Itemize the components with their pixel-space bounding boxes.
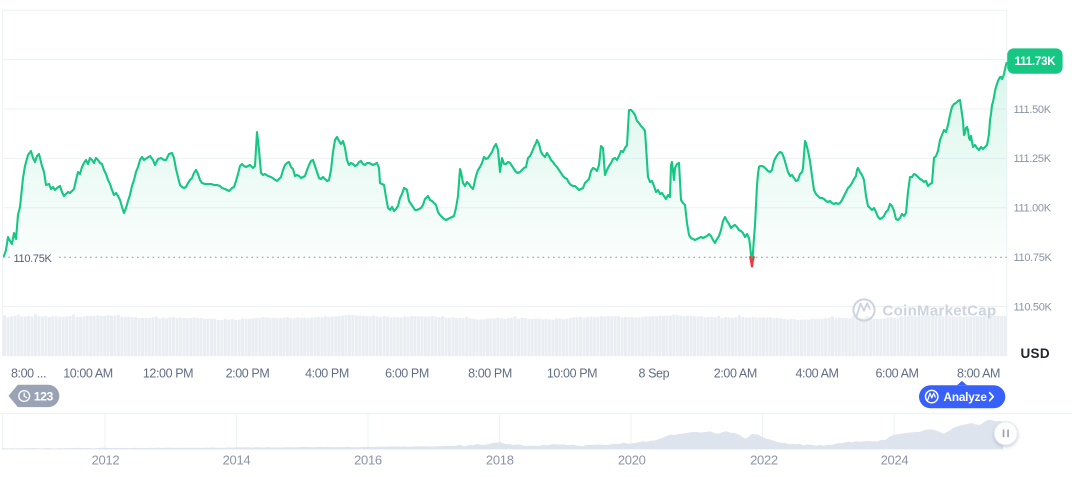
- svg-text:110.50K: 110.50K: [1014, 301, 1053, 313]
- svg-text:2:00 PM: 2:00 PM: [226, 366, 270, 380]
- svg-text:8:00 AM: 8:00 AM: [957, 366, 1000, 380]
- svg-text:111.25K: 111.25K: [1014, 153, 1052, 165]
- svg-text:2014: 2014: [223, 453, 251, 468]
- svg-text:123: 123: [34, 389, 54, 403]
- svg-text:2022: 2022: [750, 453, 778, 468]
- svg-text:10:00 PM: 10:00 PM: [547, 366, 597, 380]
- svg-text:6:00 AM: 6:00 AM: [875, 366, 918, 380]
- svg-text:CoinMarketCap: CoinMarketCap: [883, 302, 997, 319]
- svg-text:4:00 PM: 4:00 PM: [305, 366, 349, 380]
- svg-text:111.00K: 111.00K: [1014, 203, 1052, 215]
- svg-text:8:00 ...: 8:00 ...: [11, 366, 46, 380]
- svg-text:4:00 AM: 4:00 AM: [795, 366, 838, 380]
- svg-text:2012: 2012: [92, 453, 120, 468]
- svg-text:110.75K: 110.75K: [1014, 252, 1053, 264]
- svg-text:111.50K: 111.50K: [1014, 104, 1052, 116]
- svg-text:2018: 2018: [486, 453, 514, 468]
- svg-text:2024: 2024: [881, 453, 909, 468]
- svg-text:2016: 2016: [354, 453, 382, 468]
- svg-text:2020: 2020: [618, 453, 646, 468]
- svg-text:2:00 AM: 2:00 AM: [714, 366, 757, 380]
- svg-text:Analyze: Analyze: [944, 390, 988, 404]
- svg-text:8 Sep: 8 Sep: [638, 366, 669, 380]
- svg-text:10:00 AM: 10:00 AM: [63, 366, 113, 380]
- svg-text:6:00 PM: 6:00 PM: [385, 366, 429, 380]
- svg-text:USD: USD: [1021, 346, 1050, 361]
- svg-text:111.73K: 111.73K: [1015, 56, 1057, 68]
- svg-text:8:00 PM: 8:00 PM: [468, 366, 512, 380]
- svg-text:12:00 PM: 12:00 PM: [143, 366, 193, 380]
- svg-text:110.75K: 110.75K: [14, 253, 53, 265]
